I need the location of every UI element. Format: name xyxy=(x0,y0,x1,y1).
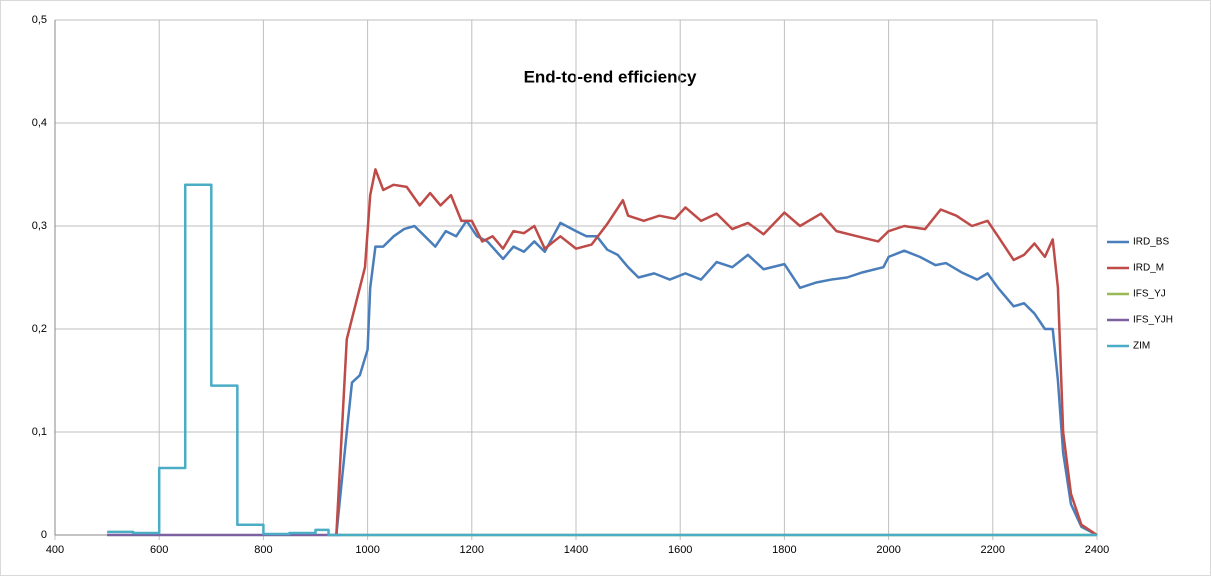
legend-label: IRD_M xyxy=(1133,263,1164,274)
y-tick-label: 0 xyxy=(41,529,47,541)
chart-title: End-to-end efficiency xyxy=(524,67,697,86)
series-line xyxy=(107,183,1097,537)
legend-label: IFS_YJ xyxy=(1133,289,1166,300)
x-tick-label: 1000 xyxy=(355,544,379,556)
legend-label: ZIM xyxy=(1133,341,1150,352)
legend-label: IRD_BS xyxy=(1133,237,1169,248)
series-line xyxy=(335,219,1098,537)
x-tick-label: 1600 xyxy=(668,544,692,556)
x-tick-label: 1200 xyxy=(460,544,484,556)
x-tick-label: 2200 xyxy=(981,544,1005,556)
series-line xyxy=(335,168,1098,537)
legend-label: IFS_YJH xyxy=(1133,315,1173,326)
y-tick-label: 0,3 xyxy=(32,220,47,232)
x-tick-label: 400 xyxy=(46,544,64,556)
x-tick-label: 2000 xyxy=(876,544,900,556)
x-tick-label: 600 xyxy=(150,544,168,556)
x-tick-label: 1800 xyxy=(772,544,796,556)
x-tick-label: 1400 xyxy=(564,544,588,556)
y-tick-label: 0,4 xyxy=(32,117,47,129)
y-tick-label: 0,2 xyxy=(32,323,47,335)
y-tick-label: 0,1 xyxy=(32,426,47,438)
y-tick-label: 0,5 xyxy=(32,14,47,26)
x-tick-label: 2400 xyxy=(1085,544,1109,556)
x-tick-label: 800 xyxy=(254,544,272,556)
